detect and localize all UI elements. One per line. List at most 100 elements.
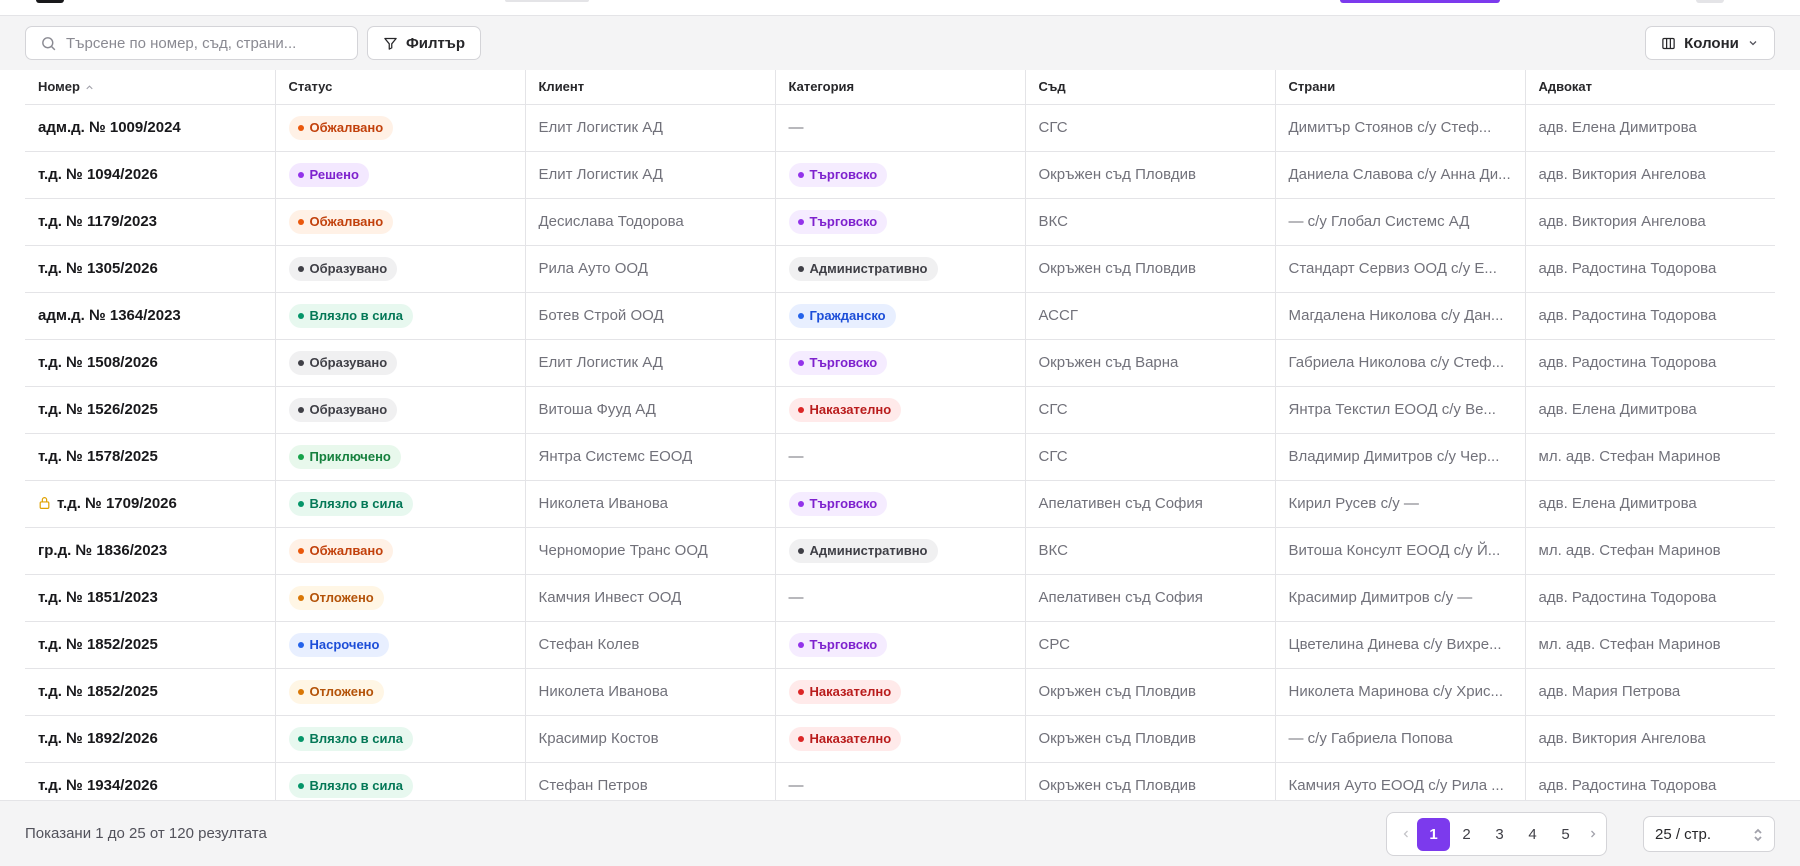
status-cell: Влязло в сила (275, 715, 526, 763)
category-empty: — (788, 777, 804, 794)
lawyer-cell: адв. Мария Петрова (1525, 668, 1775, 716)
parties-cell: Красимир Димитров с/у — (1275, 574, 1526, 622)
case-number-cell[interactable]: т.д. № 1526/2025 (25, 386, 276, 434)
case-number-cell[interactable]: т.д. № 1578/2025 (25, 433, 276, 481)
table-row[interactable]: адм.д. № 1009/2024 Обжалвано Елит Логистик… (25, 104, 1775, 152)
next-page-button[interactable] (1582, 818, 1604, 851)
previous-page-button[interactable] (1395, 818, 1417, 851)
table-row[interactable]: т.д. № 1852/2025 Насрочено Стефан Колев Тър… (25, 621, 1775, 669)
columns-icon (1662, 37, 1675, 49)
parties-cell: Николета Маринова с/у Хрис... (1275, 668, 1526, 716)
case-number-cell[interactable]: т.д. № 1852/2025 (25, 621, 276, 669)
category-dot (797, 171, 804, 178)
user-menu-button[interactable] (1696, 0, 1724, 3)
table-row[interactable]: т.д. № 1709/2026 Влязло в сила Николета Ив… (25, 480, 1775, 528)
cases-table-container: Номер Статус Клиент Категория Съд Страни… (0, 70, 1800, 800)
table-row[interactable]: т.д. № 1852/2025 Отложено Николета Иванова… (25, 668, 1775, 716)
page-button-1[interactable]: 1 (1417, 817, 1450, 851)
page-button-5[interactable]: 5 (1561, 825, 1570, 843)
per-page-select[interactable]: 25 / стр. (1643, 816, 1775, 852)
category-cell: Наказателно (775, 715, 1026, 763)
column-header-parties[interactable]: Страни (1275, 70, 1526, 105)
client-cell: Елит Логистик АД (525, 104, 776, 152)
case-number-cell[interactable]: т.д. № 1508/2026 (25, 339, 276, 387)
status-dot (297, 594, 304, 601)
parties-cell: — с/у Габриела Попова (1275, 715, 1526, 763)
table-row[interactable]: т.д. № 1892/2026 Влязло в сила Красимир Ко… (25, 715, 1775, 763)
client-cell: Камчия Инвест ООД (525, 574, 776, 622)
column-header-court[interactable]: Съд (1025, 70, 1276, 105)
case-number: т.д. № 1852/2025 (38, 683, 158, 700)
column-header-status[interactable]: Статус (275, 70, 526, 105)
column-header-label: Номер (38, 79, 80, 95)
case-number-cell[interactable]: т.д. № 1852/2025 (25, 668, 276, 716)
category-label: Търговско (809, 496, 878, 511)
category-badge: Гражданско (788, 303, 896, 328)
case-number-cell[interactable]: т.д. № 1179/2023 (25, 198, 276, 246)
table-row[interactable]: т.д. № 1934/2026 Влязло в сила Стефан Петр… (25, 762, 1775, 800)
table-row[interactable]: т.д. № 1305/2026 Образувано Рила Ауто ООД А… (25, 245, 1775, 293)
case-number-cell[interactable]: т.д. № 1305/2026 (25, 245, 276, 293)
search-input[interactable] (66, 34, 346, 52)
page-button-3[interactable]: 3 (1495, 825, 1504, 843)
status-badge: Образувано (288, 397, 398, 422)
column-header-client[interactable]: Клиент (525, 70, 776, 105)
column-header-lawyer[interactable]: Адвокат (1525, 70, 1775, 105)
status-badge: Влязло в сила (288, 303, 413, 328)
column-header-number[interactable]: Номер (25, 70, 276, 105)
table-row[interactable]: т.д. № 1578/2025 Приключено Янтра Системс … (25, 433, 1775, 481)
filter-button[interactable]: Филтър (367, 26, 481, 60)
category-badge: Търговско (788, 491, 888, 516)
category-dot (797, 735, 804, 742)
case-number-cell[interactable]: т.д. № 1934/2026 (25, 762, 276, 800)
case-number-cell[interactable]: т.д. № 1892/2026 (25, 715, 276, 763)
case-number-cell[interactable]: т.д. № 1709/2026 (25, 480, 276, 528)
case-number-cell[interactable]: гр.д. № 1836/2023 (25, 527, 276, 575)
table-row[interactable]: адм.д. № 1364/2023 Влязло в сила Ботев Стр… (25, 292, 1775, 340)
lawyer-cell: мл. адв. Стефан Маринов (1525, 433, 1775, 481)
cases-table: Номер Статус Клиент Категория Съд Страни… (25, 70, 1775, 800)
category-dot (797, 218, 804, 225)
case-number: т.д. № 1852/2025 (38, 636, 158, 653)
client-cell: Янтра Системс ЕООД (525, 433, 776, 481)
court-cell: Окръжен съд Пловдив (1025, 762, 1276, 800)
lawyer-cell: адв. Виктория Ангелова (1525, 715, 1775, 763)
status-cell: Обжалвано (275, 198, 526, 246)
search-box[interactable] (25, 26, 358, 60)
app-logo[interactable] (36, 0, 64, 3)
category-cell: Търговско (775, 480, 1026, 528)
category-label: Наказателно (809, 684, 892, 699)
nav-tab[interactable] (505, 0, 589, 2)
table-row[interactable]: т.д. № 1179/2023 Обжалвано Десислава Тодор… (25, 198, 1775, 246)
category-empty: — (788, 448, 804, 465)
case-number-cell[interactable]: адм.д. № 1364/2023 (25, 292, 276, 340)
lawyer-cell: адв. Виктория Ангелова (1525, 198, 1775, 246)
page-button-2[interactable]: 2 (1462, 825, 1471, 843)
table-row[interactable]: т.д. № 1508/2026 Образувано Елит Логистик … (25, 339, 1775, 387)
case-number: т.д. № 1179/2023 (38, 213, 158, 230)
lawyer-cell: адв. Радостина Тодорова (1525, 292, 1775, 340)
status-badge: Отложено (288, 585, 384, 610)
case-number-cell[interactable]: т.д. № 1851/2023 (25, 574, 276, 622)
status-badge: Насрочено (288, 632, 390, 657)
columns-button[interactable]: Колони (1645, 26, 1775, 60)
table-footer: Показани 1 до 25 от 120 резултата 1 2 3 … (0, 800, 1800, 866)
parties-cell: Владимир Димитров с/у Чер... (1275, 433, 1526, 481)
status-dot (297, 218, 304, 225)
case-number-cell[interactable]: т.д. № 1094/2026 (25, 151, 276, 199)
status-cell: Отложено (275, 668, 526, 716)
table-row[interactable]: т.д. № 1526/2025 Образувано Витоша Фууд АД… (25, 386, 1775, 434)
table-row[interactable]: т.д. № 1851/2023 Отложено Камчия Инвест ОО… (25, 574, 1775, 622)
court-cell: Апелативен съд София (1025, 574, 1276, 622)
case-number: т.д. № 1934/2026 (38, 777, 158, 794)
primary-action-button[interactable] (1340, 0, 1500, 3)
table-row[interactable]: гр.д. № 1836/2023 Обжалвано Черноморие Тра… (25, 527, 1775, 575)
status-label: Насрочено (309, 637, 380, 652)
case-number-cell[interactable]: адм.д. № 1009/2024 (25, 104, 276, 152)
lawyer-cell: адв. Елена Димитрова (1525, 480, 1775, 528)
table-row[interactable]: т.д. № 1094/2026 Решено Елит Логистик АД Тъ… (25, 151, 1775, 199)
column-header-category[interactable]: Категория (775, 70, 1026, 105)
page-button-4[interactable]: 4 (1528, 825, 1537, 843)
lock-icon (39, 497, 50, 509)
sort-ascending-icon[interactable] (84, 82, 95, 93)
